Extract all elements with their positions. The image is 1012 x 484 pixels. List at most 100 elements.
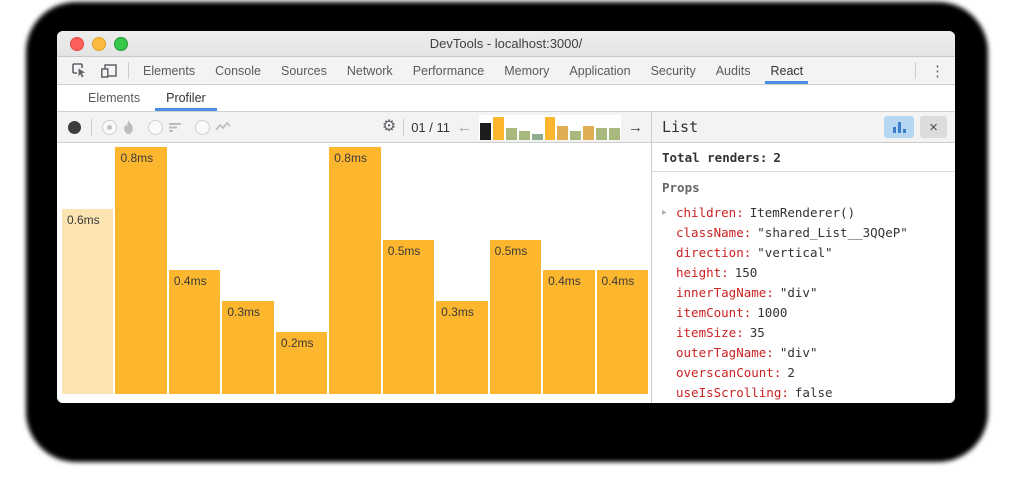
snapshot-bar-9[interactable] xyxy=(583,125,595,140)
bar-chart-icon xyxy=(892,121,906,133)
prop-value: "div" xyxy=(779,284,818,300)
radio-icon xyxy=(195,119,210,135)
snapshot-bar-7[interactable] xyxy=(557,125,569,140)
prop-value: 35 xyxy=(749,324,765,340)
prop-key: className: xyxy=(676,224,752,240)
tab-network[interactable]: Network xyxy=(346,63,393,78)
prop-key: overscanCount: xyxy=(676,364,782,380)
commit-duration-label: 0.8ms xyxy=(120,151,154,165)
props-heading: Props xyxy=(662,180,700,195)
commit-bar-7[interactable]: 0.5ms xyxy=(382,240,435,394)
props-section: Props ▶ children: ItemRenderer() className:… xyxy=(652,172,955,403)
snapshot-bar-8[interactable] xyxy=(570,130,582,140)
sub-tab-list: Elements Profiler xyxy=(75,85,219,111)
inspect-element-icon[interactable] xyxy=(65,57,94,84)
toolbar-divider xyxy=(128,62,129,79)
prop-row-className: className: "shared_List__3QQeP" xyxy=(662,222,945,242)
prop-row-height: height: 150 xyxy=(662,262,945,282)
prop-key: children: xyxy=(676,204,744,220)
commit-duration-label: 0.5ms xyxy=(494,244,528,258)
toolbar-divider xyxy=(915,62,916,79)
react-subtab-bar: Elements Profiler xyxy=(57,85,955,112)
prop-value: 1000 xyxy=(757,304,788,320)
prop-row-itemCount: itemCount: 1000 xyxy=(662,302,945,322)
device-toolbar-icon[interactable] xyxy=(94,57,124,84)
tab-security[interactable]: Security xyxy=(650,63,696,78)
prop-row-width: width:300 xyxy=(662,402,945,403)
commit-bar-10[interactable]: 0.4ms xyxy=(543,270,595,394)
title-bar: DevTools - localhost:3000/ xyxy=(57,31,955,57)
commit-bar-8[interactable]: 0.3ms xyxy=(436,301,488,394)
profiler-controls: ⚙ 01 / 11 ← → xyxy=(57,112,651,142)
prop-row-overscanCount: overscanCount: 2 xyxy=(662,362,945,382)
devtools-tab-bar: Elements Console Sources Network Performance… xyxy=(57,57,955,85)
prop-value: 2 xyxy=(787,364,795,380)
commit-bar-9[interactable]: 0.5ms xyxy=(489,240,542,394)
component-chart-button[interactable] xyxy=(884,116,914,138)
commit-bar-5[interactable]: 0.2ms xyxy=(275,332,328,394)
subtab-elements[interactable]: Elements xyxy=(88,91,141,105)
tab-performance[interactable]: Performance xyxy=(412,63,485,78)
snapshot-selector[interactable] xyxy=(479,114,621,140)
settings-gear-icon[interactable]: ⚙ xyxy=(381,118,397,135)
commit-bar-11[interactable]: 0.4ms xyxy=(596,270,648,394)
commit-bar-6[interactable]: 0.8ms xyxy=(329,147,381,394)
ranked-view-radio[interactable] xyxy=(145,119,185,135)
prop-row-useIsScrolling: useIsScrolling: false xyxy=(662,382,945,402)
flamegraph-view-radio[interactable] xyxy=(99,119,138,135)
details-panel-header: List × xyxy=(651,112,955,142)
snapshot-bar-1[interactable] xyxy=(480,122,491,140)
snapshot-position: 01 / 11 xyxy=(411,119,450,135)
tab-audits[interactable]: Audits xyxy=(715,63,751,78)
prop-key: innerTagName: xyxy=(676,284,774,300)
total-renders-label: Total renders: xyxy=(662,149,768,165)
commit-chart-area: 0.6ms 0.8ms 0.4ms 0.3ms 0.2ms 0.8ms 0.5ms 0.3ms… xyxy=(57,143,651,403)
tab-memory[interactable]: Memory xyxy=(504,63,550,78)
previous-snapshot-icon[interactable]: ← xyxy=(457,118,472,136)
close-panel-button[interactable]: × xyxy=(920,116,947,138)
subtab-profiler[interactable]: Profiler xyxy=(153,85,219,111)
zoom-window-button[interactable] xyxy=(114,37,128,51)
profiler-content: 0.6ms 0.8ms 0.4ms 0.3ms 0.2ms 0.8ms 0.5ms 0.3ms… xyxy=(57,143,955,403)
snapshot-bar-10[interactable] xyxy=(596,127,608,140)
snapshot-bar-4[interactable] xyxy=(518,130,530,140)
snapshot-bar-11[interactable] xyxy=(609,127,620,140)
expand-arrow-icon[interactable]: ▶ xyxy=(662,207,667,217)
tab-application[interactable]: Application xyxy=(569,63,631,78)
next-snapshot-icon[interactable]: → xyxy=(628,118,643,136)
prop-value: "div" xyxy=(779,344,818,360)
total-renders-row: Total renders: 2 xyxy=(652,143,955,172)
snapshot-bar-2[interactable] xyxy=(492,116,504,140)
commit-duration-label: 0.5ms xyxy=(387,244,421,258)
snapshot-bar-5[interactable] xyxy=(531,133,543,140)
commit-bar-3[interactable]: 0.4ms xyxy=(168,270,221,394)
component-details-panel: Total renders: 2 Props ▶ children: ItemRen… xyxy=(651,143,955,403)
tab-sources[interactable]: Sources xyxy=(280,63,327,78)
commit-duration-label: 0.6ms xyxy=(67,213,100,227)
prop-row-direction: direction: "vertical" xyxy=(662,242,945,262)
interactions-view-radio[interactable] xyxy=(192,119,234,135)
prop-row-children: ▶ children: ItemRenderer() xyxy=(662,202,945,222)
tab-console[interactable]: Console xyxy=(215,63,261,78)
more-options-icon[interactable]: ⋮ xyxy=(930,62,945,80)
commit-bar-4[interactable]: 0.3ms xyxy=(222,301,274,394)
prop-row-itemSize: itemSize: 35 xyxy=(662,322,945,342)
commit-bar-chart: 0.6ms 0.8ms 0.4ms 0.3ms 0.2ms 0.8ms 0.5ms 0.3ms… xyxy=(62,147,648,394)
prop-key: outerTagName: xyxy=(676,344,774,360)
minimize-window-button[interactable] xyxy=(92,37,106,51)
commit-duration-label: 0.3ms xyxy=(227,305,261,319)
commit-duration-label: 0.4ms xyxy=(601,274,635,288)
prop-row-outerTagName: outerTagName: "div" xyxy=(662,342,945,362)
prop-value: false xyxy=(794,384,833,400)
record-button[interactable] xyxy=(68,120,81,134)
prop-key: height: xyxy=(676,264,729,280)
prop-key: useIsScrolling: xyxy=(676,384,789,400)
tab-react[interactable]: React xyxy=(760,57,813,84)
close-window-button[interactable] xyxy=(70,37,84,51)
snapshot-bar-6[interactable] xyxy=(544,116,556,140)
tab-elements[interactable]: Elements xyxy=(143,63,196,78)
snapshot-bar-3[interactable] xyxy=(505,127,517,140)
commit-bar-1[interactable]: 0.6ms xyxy=(62,209,114,394)
commit-bar-2[interactable]: 0.8ms xyxy=(115,147,167,394)
commit-duration-label: 0.2ms xyxy=(280,336,314,350)
